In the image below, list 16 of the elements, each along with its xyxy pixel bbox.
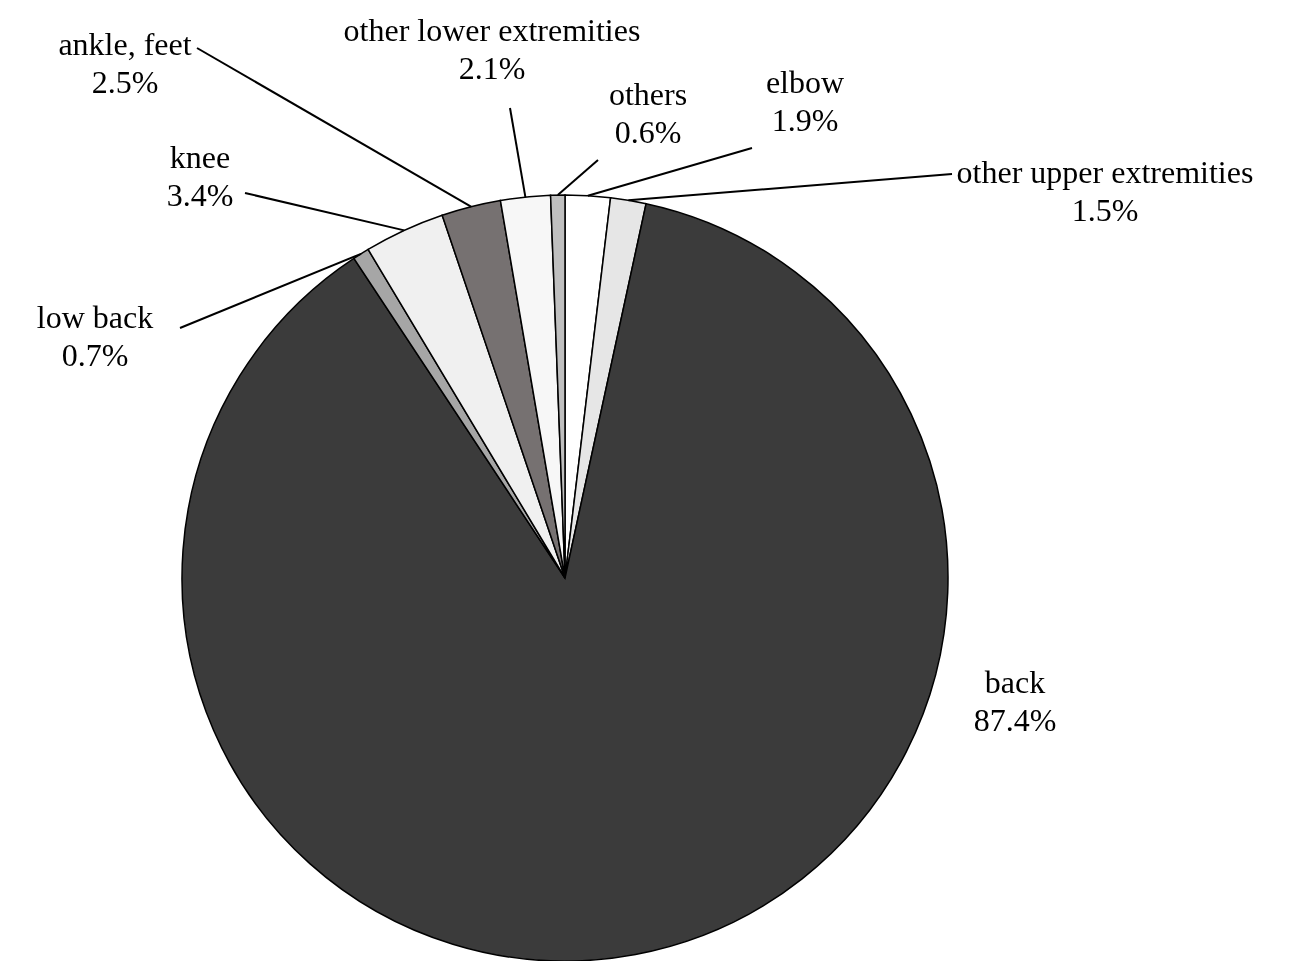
slice-label: ankle, feet xyxy=(58,26,192,62)
data-label: 3.4% xyxy=(166,177,234,213)
slice-label: low back xyxy=(36,299,154,335)
data-label: 0.6% xyxy=(614,114,682,150)
data-label: 2.1% xyxy=(458,50,526,86)
slice-label: other lower extremities xyxy=(343,12,641,48)
data-label: 87.4% xyxy=(973,702,1057,738)
slice-label: back xyxy=(984,664,1046,700)
data-label: 2.5% xyxy=(91,64,159,100)
data-label: 1.9% xyxy=(771,102,839,138)
data-label: 0.7% xyxy=(61,337,129,373)
slice-label: other upper extremities xyxy=(956,154,1254,190)
data-label: 1.5% xyxy=(1071,192,1139,228)
slice-label: others xyxy=(608,76,688,112)
slice-label: elbow xyxy=(765,64,845,100)
slice-label: knee xyxy=(169,139,231,175)
